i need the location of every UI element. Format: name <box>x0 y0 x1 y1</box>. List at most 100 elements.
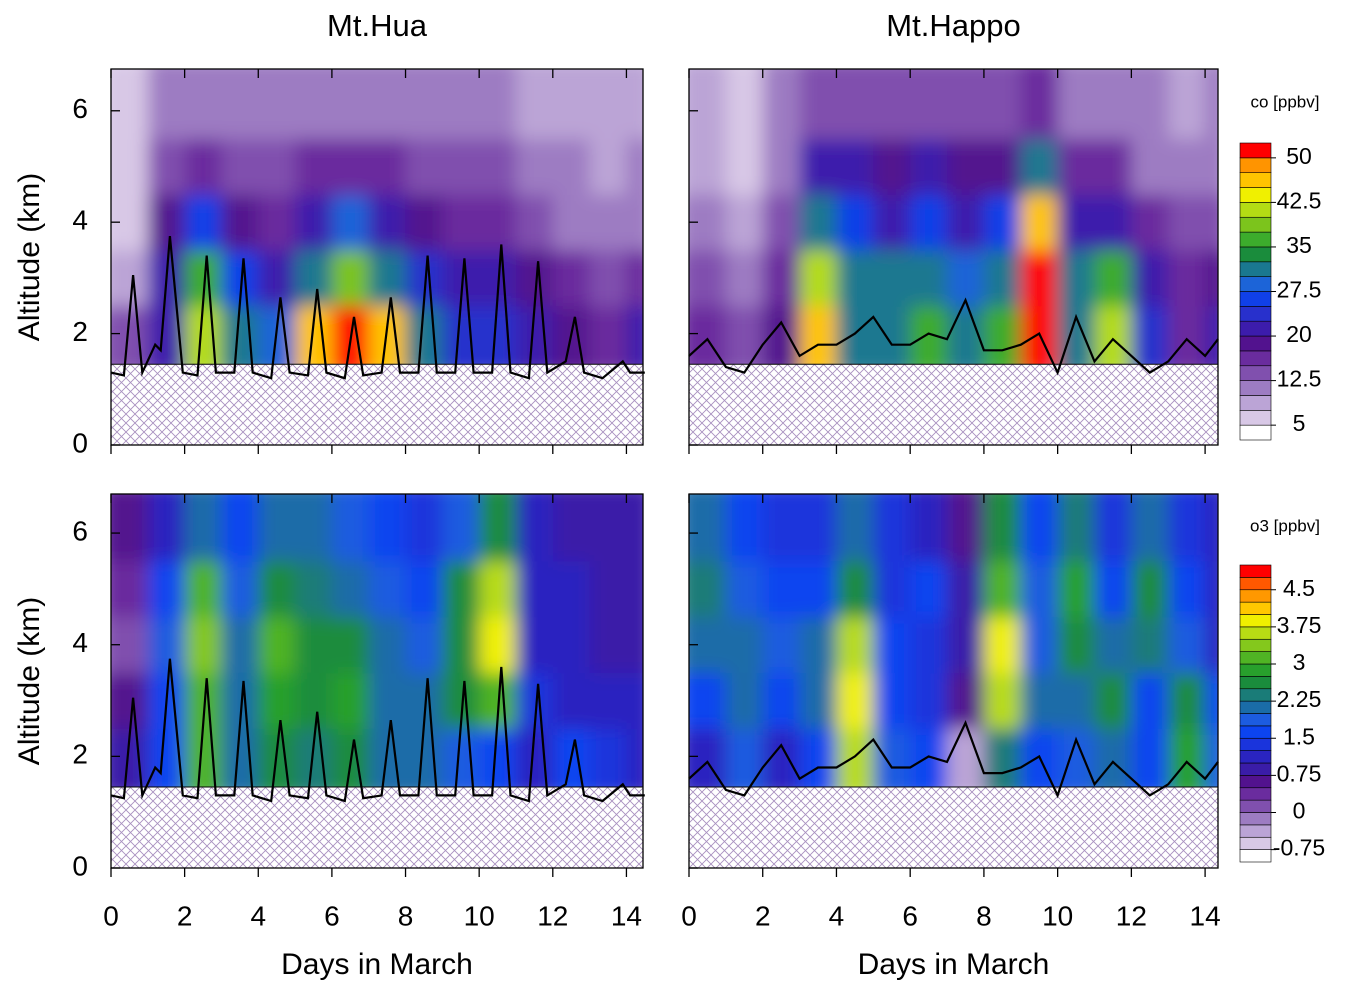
field-cell <box>258 194 296 251</box>
plot-frame <box>688 68 1219 446</box>
field-cell <box>1020 494 1059 562</box>
field-cell <box>368 672 407 729</box>
field-cell <box>799 494 837 562</box>
field-cell <box>442 194 480 251</box>
colorbar-swatch <box>1239 142 1272 159</box>
field-cell <box>762 194 801 251</box>
field-cell <box>258 138 296 195</box>
field-cell <box>111 494 149 562</box>
field-cell <box>184 305 222 365</box>
plot-frame <box>110 68 644 446</box>
colorbar-tick-label: 4.5 <box>1283 575 1315 601</box>
panel-title: Mt.Hua <box>327 8 428 43</box>
field-cell <box>1168 560 1206 618</box>
field-cell <box>1057 560 1096 618</box>
field-cell <box>836 138 874 195</box>
field-cell <box>221 138 259 195</box>
field-cell <box>1205 616 1218 674</box>
field-cell <box>479 560 517 618</box>
field-cell <box>147 616 186 674</box>
field <box>111 69 643 365</box>
x-tick-label: 10 <box>464 900 495 931</box>
field-cell <box>515 560 554 618</box>
field-cell <box>689 616 727 674</box>
field-cell <box>1094 494 1132 562</box>
field-cell <box>331 616 370 674</box>
y-tick-label: 0 <box>72 427 88 458</box>
x-tick-label: 10 <box>1042 900 1073 931</box>
x-tick-label: 14 <box>611 900 642 931</box>
field-cell <box>1057 250 1096 307</box>
field-cell <box>1205 305 1218 365</box>
field-cell <box>689 138 727 195</box>
field-cell <box>947 250 985 307</box>
field-cell <box>725 616 764 674</box>
field-cell <box>1057 138 1096 195</box>
field-cell <box>689 194 727 251</box>
field-cell <box>111 672 149 729</box>
field-cell <box>368 194 407 251</box>
field-cell <box>983 494 1022 562</box>
colorbar-swatch <box>1239 589 1272 603</box>
field-cell <box>442 69 480 140</box>
field-cell <box>910 305 948 365</box>
field-cell <box>689 494 727 562</box>
field-cell <box>111 138 149 195</box>
colorbar-swatch <box>1239 365 1272 381</box>
field-cell <box>799 250 837 307</box>
colorbar-swatch <box>1239 713 1272 727</box>
colorbar-tick-label: 50 <box>1286 143 1312 169</box>
field-cell <box>1057 494 1096 562</box>
field-cell <box>947 672 985 729</box>
field-cell <box>331 250 370 307</box>
field-cell <box>368 494 407 562</box>
colorbar-swatch <box>1239 291 1272 307</box>
field-cell <box>1131 494 1169 562</box>
field-cell <box>368 138 407 195</box>
field-cell <box>1205 194 1218 251</box>
colorbar-swatch <box>1239 812 1272 826</box>
colorbar-swatch <box>1239 157 1272 174</box>
field-cell <box>552 494 591 562</box>
field-cell <box>515 138 554 195</box>
field-cell <box>1205 560 1218 618</box>
field-cell <box>1168 138 1206 195</box>
field-cell <box>147 138 186 195</box>
field-cell <box>331 194 370 251</box>
x-tick-label: 0 <box>103 900 119 931</box>
field-cell <box>799 616 837 674</box>
colorbar-swatch <box>1239 335 1272 352</box>
colorbar-swatch <box>1239 725 1272 739</box>
colorbar-swatch <box>1239 564 1272 578</box>
field-cell <box>1131 138 1169 195</box>
field-cell <box>1094 616 1132 674</box>
field-cell <box>589 138 627 195</box>
colorbar-tick-label: 12.5 <box>1277 366 1322 392</box>
field-cell <box>1057 194 1096 251</box>
colorbar-tick-label: -0.75 <box>1273 835 1325 861</box>
field-cell <box>1131 250 1169 307</box>
field-cell <box>725 194 764 251</box>
field-cell <box>725 69 764 140</box>
field-cell <box>589 616 627 674</box>
colorbar-tick-label: 3.75 <box>1277 612 1322 638</box>
field-cell <box>258 494 296 562</box>
height-line <box>688 297 1219 376</box>
height-line <box>110 658 645 803</box>
y-tick-label: 4 <box>72 205 88 236</box>
field-cell <box>147 494 186 562</box>
field-cell <box>873 194 911 251</box>
field-cell <box>295 560 333 618</box>
field-cell <box>295 616 333 674</box>
field-cell <box>626 494 643 562</box>
field-cell <box>1057 69 1096 140</box>
colorbar-swatch <box>1239 775 1272 789</box>
field-cell <box>589 728 627 788</box>
field-cell <box>1020 69 1059 140</box>
field-cell <box>799 305 837 365</box>
y-axis-label: Altitude (km) <box>13 597 46 765</box>
field-cell <box>405 560 443 618</box>
field-cells <box>689 494 1218 788</box>
field-cell <box>947 560 985 618</box>
field-cell <box>626 672 643 729</box>
